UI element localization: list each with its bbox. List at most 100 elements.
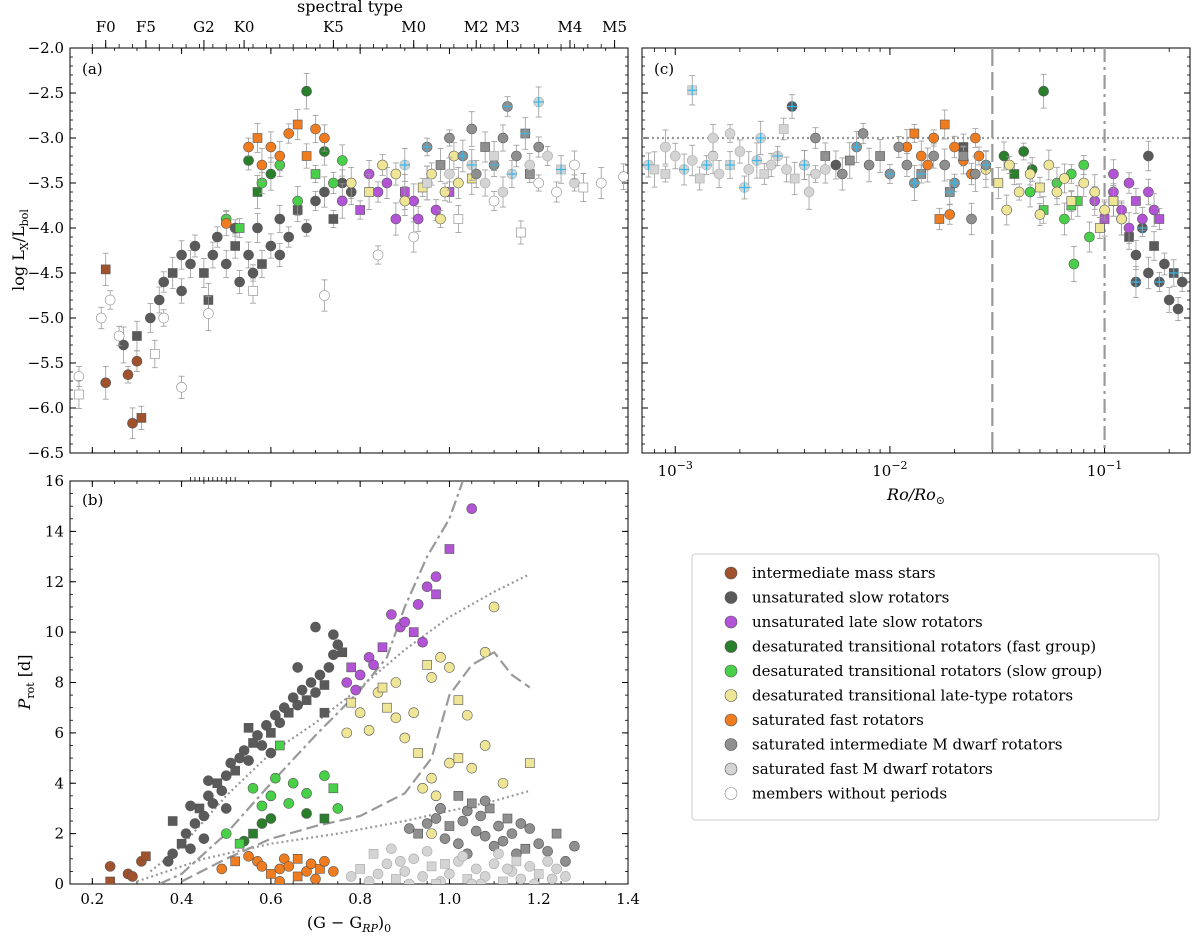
panel-b-sat_int_m-point bbox=[439, 833, 451, 844]
panel-a-sat_int_m-point bbox=[497, 132, 509, 144]
panel-b-desat_late-point bbox=[497, 777, 509, 789]
panel-a-desat_fast-point bbox=[252, 187, 263, 197]
panel-a-unsat_late-point bbox=[355, 205, 365, 215]
panel-c-desat_fast-point bbox=[998, 150, 1010, 162]
panel-b-unsat_slow-point bbox=[266, 728, 276, 738]
panel-c-xlabel: Ro/Ro⊙ bbox=[886, 485, 945, 507]
spectral-type-label: M3 bbox=[495, 18, 520, 36]
panel-b-unsat_slow-point bbox=[305, 677, 317, 688]
legend-marker bbox=[724, 689, 738, 702]
panel-c-sat_int_m-point bbox=[901, 159, 913, 171]
panel-c-label: (c) bbox=[654, 60, 674, 78]
panel-b-sat_fast_m-point bbox=[426, 861, 437, 872]
panel-b-unsat_slow-point bbox=[238, 745, 250, 756]
panel-a-sat_fast_m-point bbox=[569, 177, 580, 189]
panel-b-ytick-label: 0 bbox=[54, 875, 64, 893]
panel-c-sat_fast_m-point bbox=[707, 150, 719, 162]
panel-a-sat_fast_m-point bbox=[489, 151, 499, 161]
panel-a-desat_slow-point bbox=[234, 223, 245, 233]
panel-c-desat_late-point bbox=[1051, 186, 1063, 198]
panel-a-no_period-point bbox=[595, 177, 607, 189]
panel-c-desat_slow-point bbox=[1024, 186, 1036, 198]
panel-a-ytick-label: −3.0 bbox=[28, 129, 64, 147]
panel-a-unsat_slow-point bbox=[301, 222, 312, 234]
panel-b-desat_late-point bbox=[408, 707, 420, 719]
panel-a-ytick-label: −4.0 bbox=[28, 219, 64, 237]
panel-a-desat_slow-point bbox=[292, 195, 303, 207]
panel-b-unsat_late-point bbox=[368, 659, 379, 671]
panel-b-desat_late-point bbox=[422, 660, 432, 670]
panel-c-sat_fast_m-point bbox=[743, 164, 755, 175]
spectral-type-label: F5 bbox=[136, 18, 156, 36]
panel-b-unsat_slow-point bbox=[328, 629, 339, 640]
panel-b-sat_int_m-point bbox=[453, 838, 464, 850]
panel-c-desat_slow-point bbox=[1068, 258, 1080, 270]
panel-c-xtick-label: 10−2 bbox=[872, 459, 907, 480]
panel-b-unsat_late-point bbox=[417, 636, 428, 648]
panel-c-frame bbox=[641, 47, 1191, 454]
panel-a-no_period-point bbox=[113, 330, 125, 342]
panel-c-unsat_late-point bbox=[1123, 222, 1135, 234]
panel-b-desat_late-point bbox=[461, 709, 473, 721]
panel-b-sat_fast-point bbox=[216, 863, 228, 875]
panel-c-sat_fast_m-point bbox=[713, 168, 725, 180]
panel-b-desat_slow-point bbox=[265, 790, 277, 802]
panel-a-sat_int_m-point bbox=[466, 123, 478, 135]
panel-a-intermediate-point bbox=[100, 377, 112, 389]
panel-a-label: (a) bbox=[82, 60, 103, 78]
legend-marker bbox=[724, 762, 738, 776]
panel-c-desat_late-point bbox=[1004, 159, 1015, 171]
panel-b-sat_fast_m-point bbox=[475, 878, 486, 884]
panel-b-xtick-label: 1.2 bbox=[527, 890, 551, 908]
panel-c-desat_late-point bbox=[1094, 223, 1105, 233]
panel-b-sat_int_m-point bbox=[520, 843, 531, 854]
panel-c-sat_fast-point bbox=[944, 209, 956, 220]
panel-c-sat_int_m-point bbox=[863, 159, 875, 171]
panel-c-sat_fast_m-point bbox=[778, 124, 789, 134]
panel-b-unsat_late-point bbox=[431, 589, 441, 600]
panel-c-sat_fast-point bbox=[928, 132, 940, 144]
panel-c-sat_fast_m-point bbox=[686, 155, 698, 166]
panel-a-unsat_slow-point bbox=[234, 276, 245, 288]
panel-c-sat_fast_m-point bbox=[660, 141, 671, 153]
panel-b-sat_fast_m-point bbox=[528, 878, 540, 884]
panel-b-sat_int_m-point bbox=[430, 813, 442, 824]
panel-c-unsat_late-point bbox=[1108, 168, 1119, 180]
panel-b-sat_fast_m-point bbox=[457, 850, 469, 862]
panel-a-no_period-point bbox=[453, 214, 464, 224]
panel-a-no_period-point bbox=[569, 159, 580, 171]
spectral-type-label: M0 bbox=[401, 18, 426, 36]
panel-c-sat_int_m-point bbox=[893, 141, 905, 153]
panel-a-no_period-point bbox=[551, 186, 562, 198]
panel-c-sat_fast-point bbox=[949, 141, 960, 153]
panel-b-sat_fast_m-point bbox=[498, 876, 508, 884]
panel-c-sat_fast_m-point bbox=[660, 169, 671, 179]
panel-c-sat_fast-point bbox=[934, 214, 945, 224]
panel-b-unsat_slow-point bbox=[176, 838, 187, 849]
panel-b-sat_fast_m-point bbox=[408, 853, 420, 865]
panel-b-desat_late-point bbox=[479, 740, 491, 751]
panel-b-sat_int_m-point bbox=[493, 820, 504, 832]
panel-a-desat_late-point bbox=[364, 187, 374, 197]
panel-a-sat_fast-point bbox=[252, 133, 263, 143]
panel-b-sat_int_m-point bbox=[542, 845, 553, 857]
panel-b-unsat_slow-point bbox=[243, 723, 254, 733]
panel-b-sat_fast-point bbox=[243, 850, 254, 862]
panel-a-sat_fast-point bbox=[274, 150, 286, 162]
panel-c-sat_fast-point bbox=[973, 150, 985, 162]
panel-b-sat_int_m-point bbox=[421, 818, 433, 829]
panel-b-ytick-label: 14 bbox=[45, 522, 64, 540]
panel-a-sat_fast-point bbox=[220, 218, 232, 229]
panel-b-unsat_late-point bbox=[430, 571, 442, 583]
panel-c-points bbox=[643, 73, 1188, 321]
panel-b-desat_late-point bbox=[466, 762, 478, 774]
panel-b-desat_slow-point bbox=[301, 788, 312, 799]
panel-c-unsat_slow-point bbox=[1149, 241, 1159, 251]
panel-a-no_period-point bbox=[516, 227, 526, 238]
panel-b-sat_fast-point bbox=[274, 863, 286, 875]
panel-a-frame bbox=[69, 47, 629, 454]
panel-c-desat_late-point bbox=[993, 178, 1004, 188]
legend-label: saturated fast rotators bbox=[752, 711, 924, 729]
panel-b-ytick-label: 2 bbox=[54, 825, 64, 843]
